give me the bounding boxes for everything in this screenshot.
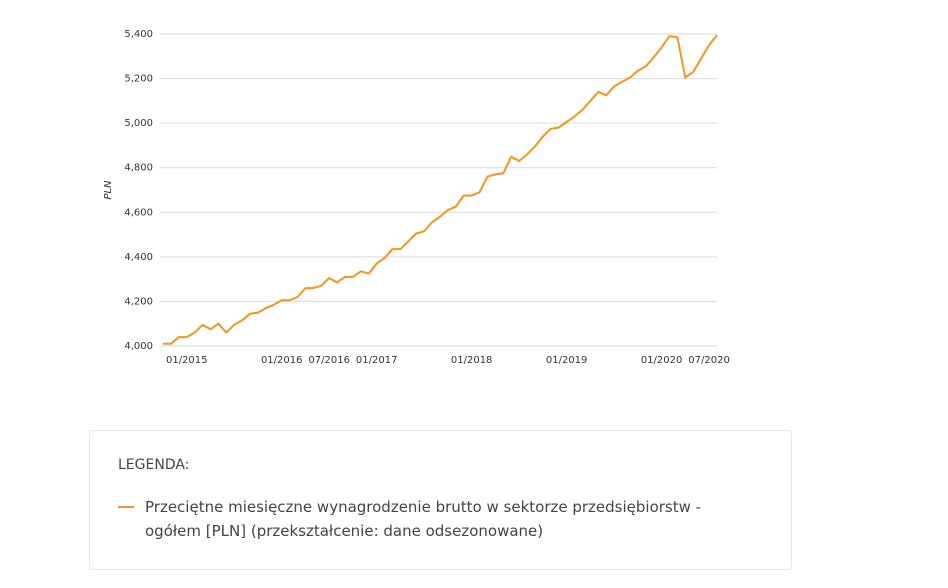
y-tick-label: 4,000	[124, 341, 153, 352]
y-tick-label: 4,600	[124, 207, 153, 218]
legend: LEGENDA: Przeciętne miesięczne wynagrodz…	[89, 430, 792, 570]
y-axis-label: PLN	[103, 180, 114, 200]
x-tick-label: 01/2017	[356, 355, 398, 366]
y-tick-label: 5,400	[124, 29, 153, 40]
chart: PLN 4,000 4,200 4,400 4,600 4,800 5,000 5,200 5…	[103, 29, 730, 366]
legend-title: LEGENDA:	[118, 457, 190, 473]
y-tick-label: 5,000	[124, 118, 153, 129]
y-tick-label: 5,200	[124, 74, 153, 85]
x-tick-label: 01/2016	[261, 355, 303, 366]
x-tick-label: 01/2020	[641, 355, 683, 366]
x-tick-label: 01/2019	[546, 355, 588, 366]
x-tick-label: 01/2018	[451, 355, 493, 366]
legend-swatch	[118, 506, 134, 508]
x-tick-label: 07/2016	[308, 355, 350, 366]
legend-entry: Przeciętne miesięczne wynagrodzenie brut…	[145, 498, 702, 540]
x-tick-label: 01/2015	[166, 355, 208, 366]
y-tick-label: 4,800	[124, 163, 153, 174]
y-tick-label: 4,200	[124, 296, 153, 307]
line	[163, 34, 718, 345]
x-tick-label: 07/2020	[688, 355, 730, 366]
y-tick-label: 4,400	[124, 252, 153, 263]
